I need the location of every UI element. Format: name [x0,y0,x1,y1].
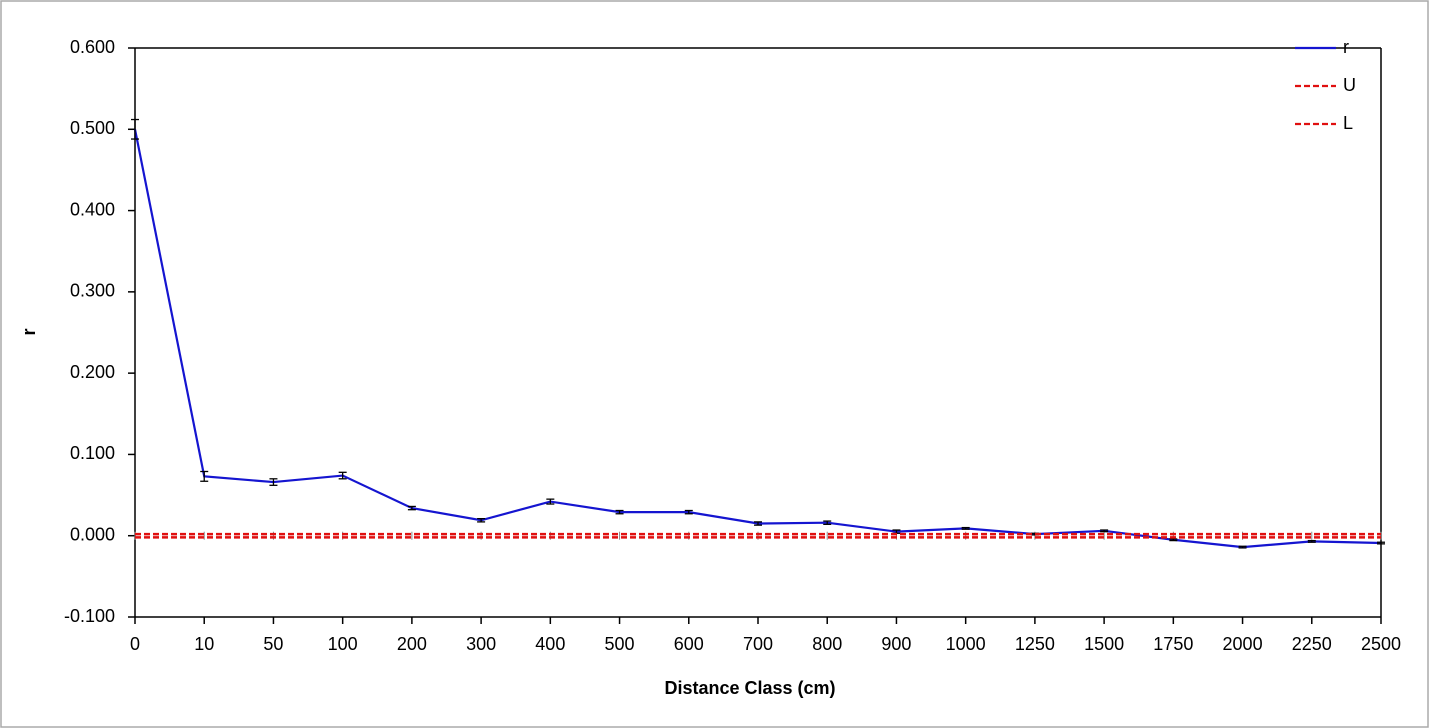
x-tick-label: 2250 [1292,634,1332,654]
error-bar [1238,545,1247,549]
x-tick-label: 500 [605,634,635,654]
x-tick-label: 1000 [946,634,986,654]
y-tick-label: -0.100 [64,606,115,626]
error-bar [200,470,209,482]
legend-label: r [1343,37,1349,57]
legend-label: U [1343,75,1356,95]
error-bar [615,509,624,515]
error-bar [1307,539,1316,543]
x-tick-label: 100 [328,634,358,654]
x-tick-label: 1750 [1153,634,1193,654]
legend-label: L [1343,113,1353,133]
error-bar [131,118,139,140]
error-bar [546,498,555,505]
error-bar [1169,538,1178,542]
x-tick-label: 800 [812,634,842,654]
x-tick-label: 900 [881,634,911,654]
y-tick-label: 0.600 [70,37,115,57]
x-tick-label: 200 [397,634,427,654]
x-tick-label: 600 [674,634,704,654]
y-tick-label: 0.400 [70,199,115,219]
error-bar [684,509,693,515]
error-bar [477,517,486,523]
error-bar [754,521,762,526]
x-tick-label: 300 [466,634,496,654]
y-tick-label: 0.100 [70,443,115,463]
error-bar [1377,541,1385,545]
x-tick-label: 10 [194,634,214,654]
error-bar [961,526,970,530]
error-bar [407,505,416,511]
x-tick-label: 50 [263,634,283,654]
error-bar [1100,529,1109,533]
x-tick-label: 2000 [1223,634,1263,654]
x-tick-label: 0 [130,634,140,654]
x-axis-label: Distance Class (cm) [664,678,835,698]
y-tick-label: 0.000 [70,524,115,544]
y-tick-label: 0.500 [70,118,115,138]
error-bar [269,478,278,486]
error-bar [823,520,832,525]
x-tick-label: 700 [743,634,773,654]
y-tick-label: 0.300 [70,281,115,301]
x-tick-label: 1250 [1015,634,1055,654]
y-tick-label: 0.200 [70,362,115,382]
x-tick-label: 2500 [1361,634,1401,654]
x-tick-label: 400 [535,634,565,654]
y-axis-label: r [19,328,39,335]
error-bar [338,471,347,480]
x-tick-label: 1500 [1084,634,1124,654]
